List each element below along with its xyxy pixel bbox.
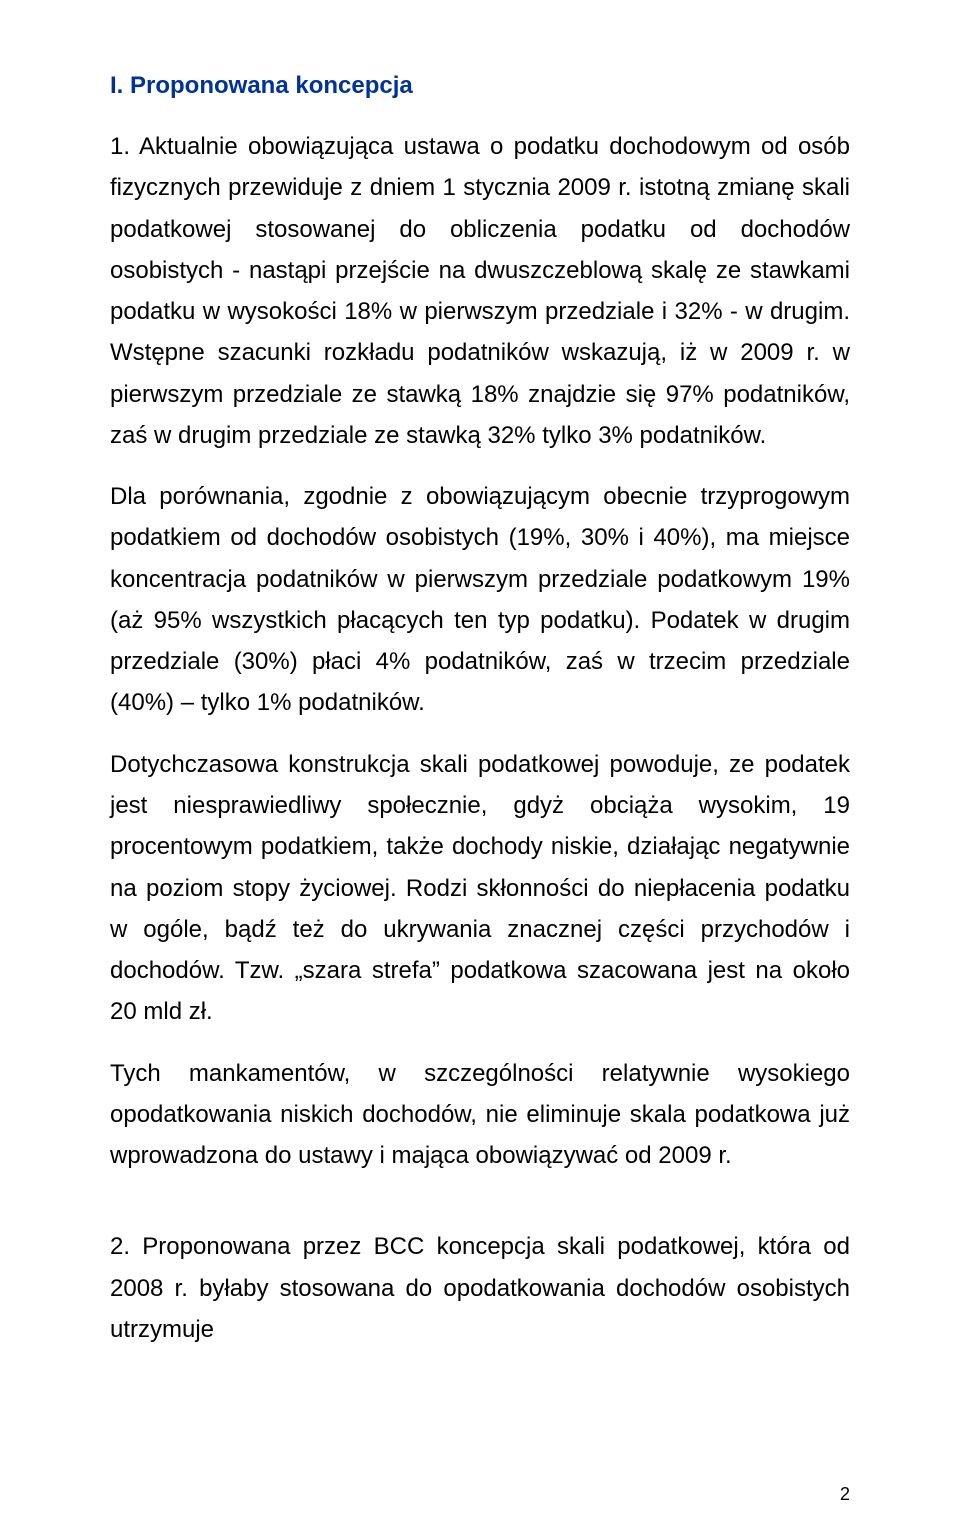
page-number: 2 [840, 1484, 850, 1505]
paragraph-2: Dla porównania, zgodnie z obowiązującym … [110, 476, 850, 724]
paragraph-5: 2. Proponowana przez BCC koncepcja skali… [110, 1226, 850, 1350]
spacer [110, 1196, 850, 1226]
document-page: I. Proponowana koncepcja 1. Aktualnie ob… [0, 0, 960, 1537]
paragraph-4: Tych mankamentów, w szczególności relaty… [110, 1053, 850, 1177]
paragraph-1: 1. Aktualnie obowiązująca ustawa o podat… [110, 126, 850, 456]
section-heading: I. Proponowana koncepcja [110, 72, 850, 100]
paragraph-3: Dotychczasowa konstrukcja skali podatkow… [110, 744, 850, 1033]
